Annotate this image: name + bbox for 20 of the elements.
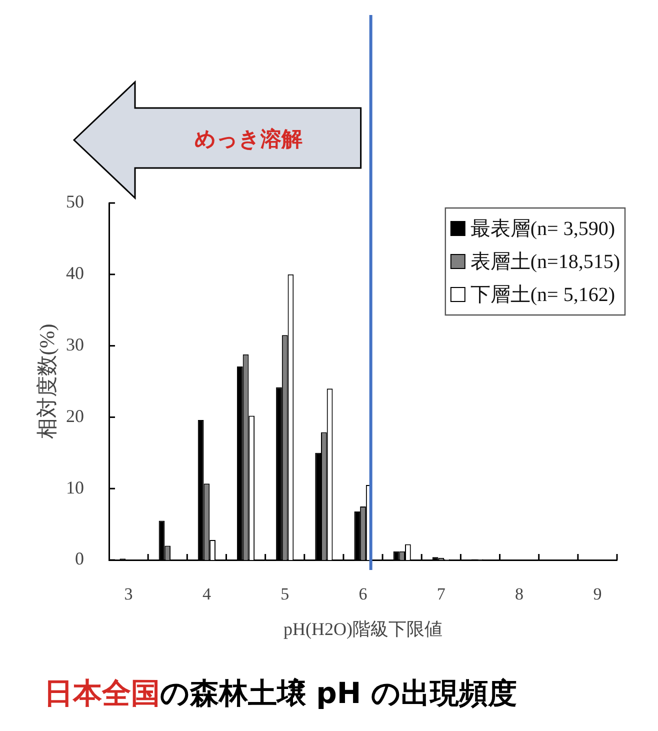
y-tick-label: 40 <box>66 263 84 284</box>
x-tick-label: 5 <box>280 584 290 604</box>
text: 日本全国の森林土壌 pH の出現頻度 <box>44 675 518 712</box>
x-tick-label: 7 <box>436 584 446 604</box>
legend-label: 最表層(n= 3,590) <box>470 218 616 240</box>
y-axis-title: 相対度数(%) <box>35 324 60 440</box>
y-tick-label: 30 <box>66 334 84 355</box>
y-tick-label: 50 <box>66 192 84 212</box>
legend-label: 表層土(n=18,515) <box>470 250 620 273</box>
legend-label: 下層土(n= 5,162) <box>470 284 616 306</box>
x-tick-label: 4 <box>202 584 212 604</box>
x-tick-label: 9 <box>593 584 602 604</box>
y-tick-label: 20 <box>66 406 84 426</box>
y-tick-label: 0 <box>75 548 84 569</box>
x-tick-label: 3 <box>124 584 133 604</box>
y-tick-label: 10 <box>66 477 84 498</box>
x-axis-title: pH(H2O)階級下限値 <box>284 618 442 639</box>
x-tick-label: 6 <box>358 584 368 604</box>
text: めっき溶解 <box>194 126 302 153</box>
x-tick-label: 8 <box>515 584 524 604</box>
